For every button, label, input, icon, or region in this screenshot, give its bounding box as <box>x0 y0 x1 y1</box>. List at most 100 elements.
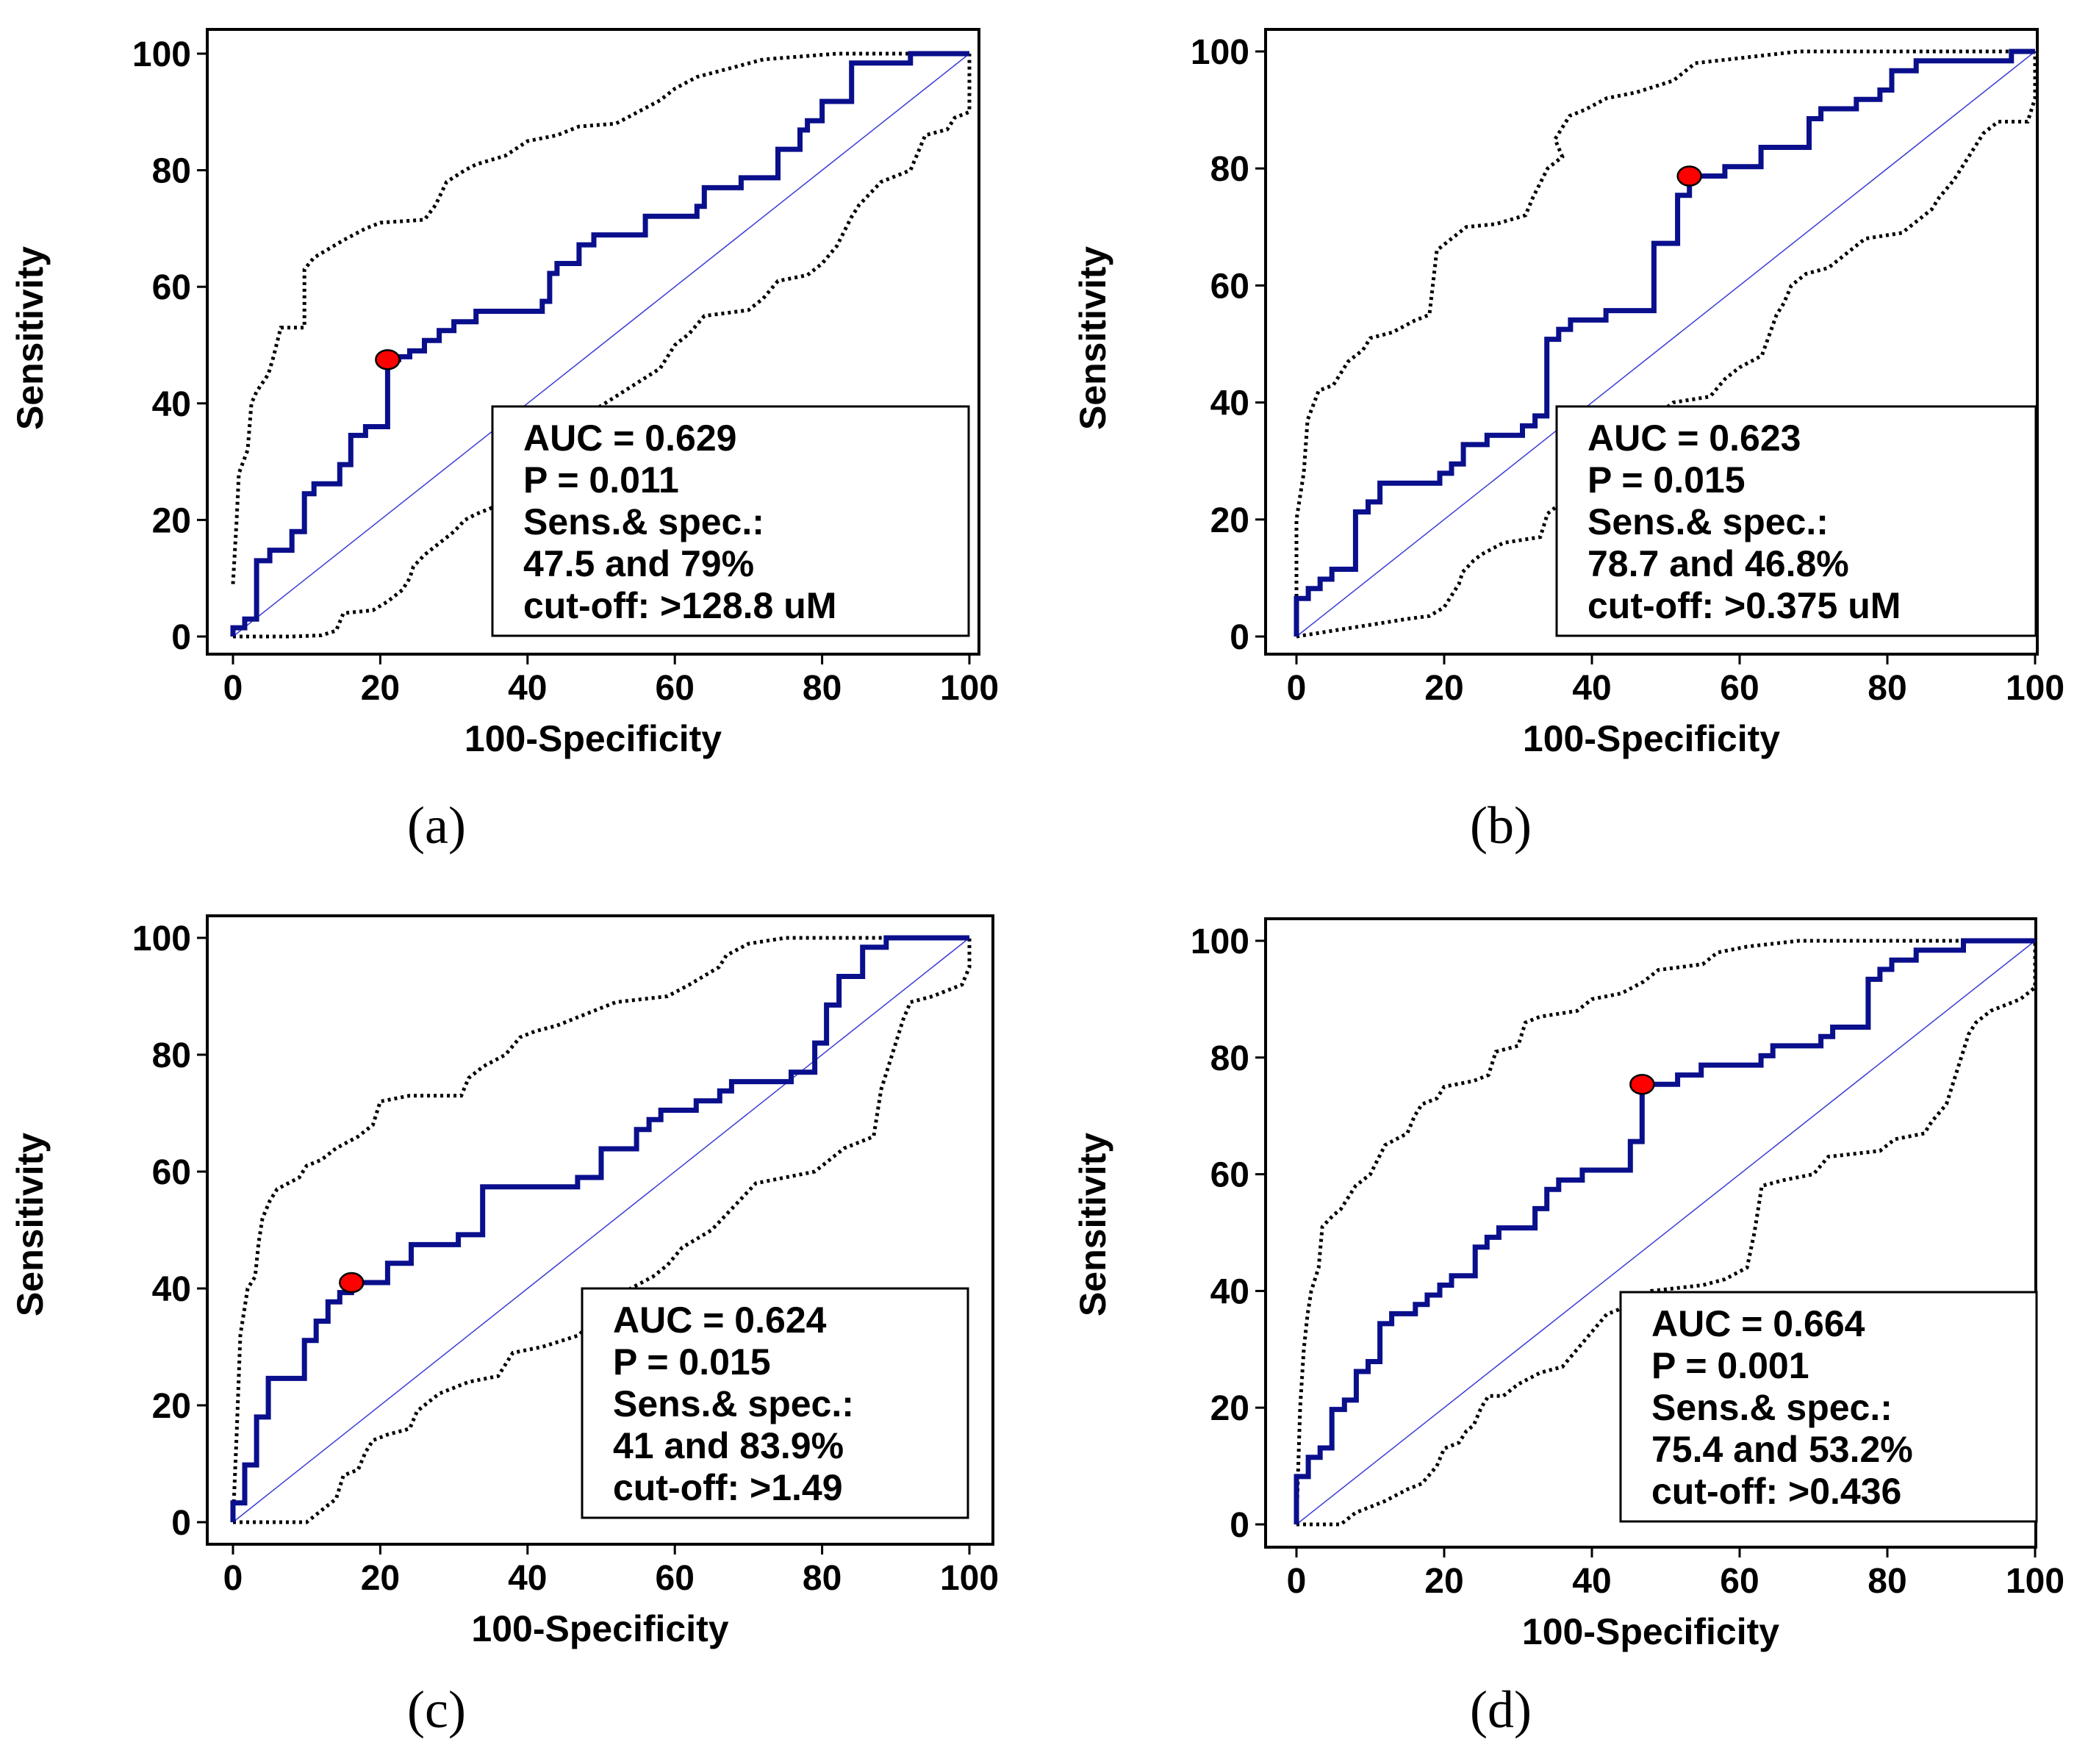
y-tick-label: 60 <box>1210 1156 1249 1195</box>
x-tick-label: 60 <box>1720 669 1759 708</box>
x-axis-title: 100-Specificity <box>464 718 722 759</box>
x-tick-label: 0 <box>223 669 243 708</box>
x-tick-label: 80 <box>1868 1562 1906 1601</box>
stats-box-line: Sens.& spec.: <box>1651 1387 1893 1428</box>
reference-diagonal <box>1296 51 2036 637</box>
upper-confidence-band <box>231 936 969 1523</box>
x-tick-label: 40 <box>508 1559 547 1598</box>
stats-box-line: Sens.& spec.: <box>523 501 764 542</box>
lower-confidence-band <box>1296 941 2037 1527</box>
x-tick-label: 20 <box>361 1559 400 1598</box>
x-tick-label: 40 <box>1572 669 1611 708</box>
y-tick-label: 40 <box>152 1270 191 1309</box>
cutoff-point-marker <box>1676 165 1702 187</box>
x-tick-label: 80 <box>1868 669 1906 708</box>
x-tick-label: 80 <box>803 1559 842 1598</box>
stats-box-line: cut-off: >128.8 uM <box>523 585 836 626</box>
roc-panel-d: 0 20 40 60 80 100 0 20 40 60 80 100 100-Specificity S… <box>1072 917 2064 1739</box>
stats-box-line: cut-off: >1.49 <box>613 1467 843 1508</box>
plot-frame <box>206 28 980 656</box>
x-axis-title: 100-Specificity <box>471 1608 728 1649</box>
y-tick-label: 80 <box>1210 1039 1249 1078</box>
x-tick-label: 20 <box>1424 1562 1463 1601</box>
y-tick-label: 20 <box>152 501 191 540</box>
stats-box-line: P = 0.001 <box>1651 1345 1809 1386</box>
y-axis-title: Sensitivity <box>1072 246 1113 430</box>
panel-label: (a) <box>407 796 466 855</box>
stats-box <box>581 1287 969 1519</box>
x-tick-label: 0 <box>1287 669 1307 708</box>
y-tick-label: 100 <box>132 35 191 74</box>
stats-box-line: AUC = 0.664 <box>1651 1303 1865 1344</box>
panel-label: (b) <box>1470 796 1532 855</box>
y-tick-label: 80 <box>1210 150 1249 189</box>
x-tick-label: 20 <box>361 669 400 708</box>
x-tick-label: 0 <box>1287 1562 1307 1601</box>
x-tick-label: 0 <box>223 1559 243 1598</box>
x-tick-label: 80 <box>803 669 842 708</box>
upper-confidence-band <box>1294 49 2035 637</box>
x-tick-label: 20 <box>1424 669 1463 708</box>
y-tick-label: 40 <box>1210 1272 1249 1311</box>
y-tick-label: 60 <box>1210 267 1249 306</box>
stats-box-line: Sens.& spec.: <box>1587 501 1829 542</box>
roc-curve <box>1294 49 2035 637</box>
roc-panel-a: 0 20 40 60 80 100 0 20 40 60 80 100 100-Specificity S… <box>10 28 999 855</box>
stats-box <box>1619 1291 2038 1523</box>
panel-label: (c) <box>407 1680 466 1739</box>
x-tick-label: 40 <box>508 669 547 708</box>
cutoff-point-marker <box>339 1272 365 1294</box>
roc-curve <box>1294 938 2035 1524</box>
x-tick-label: 100 <box>2006 669 2064 708</box>
stats-box-line: Sens.& spec.: <box>613 1383 854 1424</box>
stats-box-line: 47.5 and 79% <box>523 543 754 584</box>
plot-frame <box>1264 28 2039 656</box>
stats-box-line: P = 0.011 <box>523 459 679 501</box>
y-tick-label: 20 <box>1210 1389 1249 1428</box>
lower-confidence-band <box>233 54 972 639</box>
stats-box-line: P = 0.015 <box>613 1341 771 1383</box>
y-tick-label: 100 <box>132 919 191 958</box>
y-tick-label: 0 <box>171 1504 191 1543</box>
plot-frame <box>1264 917 2037 1549</box>
y-tick-label: 0 <box>171 618 191 657</box>
roc-curve <box>230 51 969 637</box>
cutoff-point-marker <box>375 349 401 370</box>
y-tick-label: 100 <box>1191 922 1249 961</box>
x-tick-label: 60 <box>1720 1562 1759 1601</box>
y-axis-title: Sensitivity <box>1072 1133 1113 1316</box>
x-tick-label: 100 <box>2006 1562 2064 1601</box>
reference-diagonal <box>1296 940 2036 1525</box>
x-axis-title: 100-Specificity <box>1522 1611 1779 1652</box>
roc-panel-b: 0 20 40 60 80 100 0 20 40 60 80 100 100-Specificity S… <box>1072 28 2064 855</box>
reference-diagonal <box>232 53 970 637</box>
upper-confidence-band <box>231 51 969 584</box>
stats-box-line: AUC = 0.623 <box>1587 417 1801 459</box>
y-axis-title: Sensitivity <box>10 246 51 430</box>
y-tick-label: 0 <box>1230 1506 1249 1545</box>
upper-confidence-band <box>1294 939 2035 1525</box>
x-tick-label: 60 <box>656 669 695 708</box>
panel-label: (d) <box>1470 1680 1532 1739</box>
plot-frame <box>206 914 994 1546</box>
stats-box-line: P = 0.015 <box>1587 459 1746 501</box>
x-axis-title: 100-Specificity <box>1523 718 1780 759</box>
x-tick-label: 100 <box>940 1559 999 1598</box>
lower-confidence-band <box>1296 51 2037 639</box>
y-tick-label: 60 <box>152 268 191 307</box>
y-tick-label: 100 <box>1191 33 1249 72</box>
stats-box-line: 41 and 83.9% <box>613 1425 844 1466</box>
x-tick-label: 40 <box>1572 1562 1611 1601</box>
stats-box-line: 78.7 and 46.8% <box>1587 543 1849 584</box>
stats-box-line: cut-off: >0.375 uM <box>1587 585 1901 626</box>
y-tick-label: 60 <box>152 1153 191 1192</box>
y-tick-label: 20 <box>152 1387 191 1426</box>
cutoff-point-marker <box>1629 1074 1655 1095</box>
x-tick-label: 100 <box>940 669 999 708</box>
y-tick-label: 40 <box>1210 384 1249 423</box>
stats-box-line: AUC = 0.624 <box>613 1299 827 1341</box>
reference-diagonal <box>232 937 970 1523</box>
y-tick-label: 80 <box>152 152 191 191</box>
stats-box <box>1555 405 2037 637</box>
